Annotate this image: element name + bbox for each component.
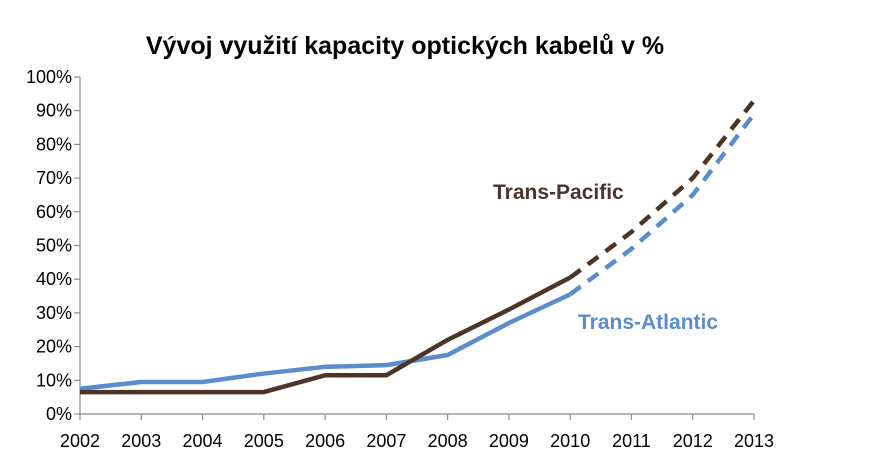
y-tick-label: 40%	[36, 269, 72, 289]
x-tick-label: 2007	[366, 431, 406, 451]
y-tick-label: 30%	[36, 303, 72, 323]
x-tick-label: 2012	[673, 431, 713, 451]
y-tick-label: 0%	[46, 404, 72, 424]
y-tick-label: 90%	[36, 101, 72, 121]
series-label-trans-pacific: Trans-Pacific	[493, 181, 624, 204]
x-tick-label: 2005	[244, 431, 284, 451]
x-tick-label: 2002	[60, 431, 100, 451]
x-tick-label: 2013	[734, 431, 774, 451]
y-tick-label: 20%	[36, 337, 72, 357]
axes: 0% 10% 20% 30% 40% 50% 60% 70% 80% 90% 100% 2002 200…	[26, 67, 774, 451]
y-tick-label: 100%	[26, 67, 72, 87]
chart-title: Vývoj využití kapacity optických kabelů …	[146, 32, 664, 60]
series-forecast-line-trans-pacific	[568, 99, 756, 280]
y-tick-label: 10%	[36, 370, 72, 390]
y-tick-label: 60%	[36, 202, 72, 222]
x-tick-label: 2011	[612, 431, 651, 451]
x-tick-label: 2009	[489, 431, 529, 451]
y-tick-label: 80%	[36, 134, 72, 154]
x-tick-label: 2006	[305, 431, 345, 451]
x-tick-label: 2003	[121, 431, 161, 451]
series-line-trans-atlantic	[79, 292, 572, 391]
series-forecast-line-trans-atlantic	[568, 112, 756, 297]
x-tick-label: 2008	[428, 431, 468, 451]
series-line-trans-pacific	[80, 275, 572, 395]
y-tick-label: 70%	[36, 168, 72, 188]
series-layer	[79, 99, 756, 395]
series-label-trans-atlantic: Trans-Atlantic	[578, 311, 718, 334]
y-tick-label: 50%	[36, 236, 72, 256]
x-tick-label: 2004	[183, 431, 223, 451]
labels-layer: Trans-Pacific Trans-Atlantic	[493, 181, 718, 334]
x-tick-label: 2010	[550, 431, 590, 451]
